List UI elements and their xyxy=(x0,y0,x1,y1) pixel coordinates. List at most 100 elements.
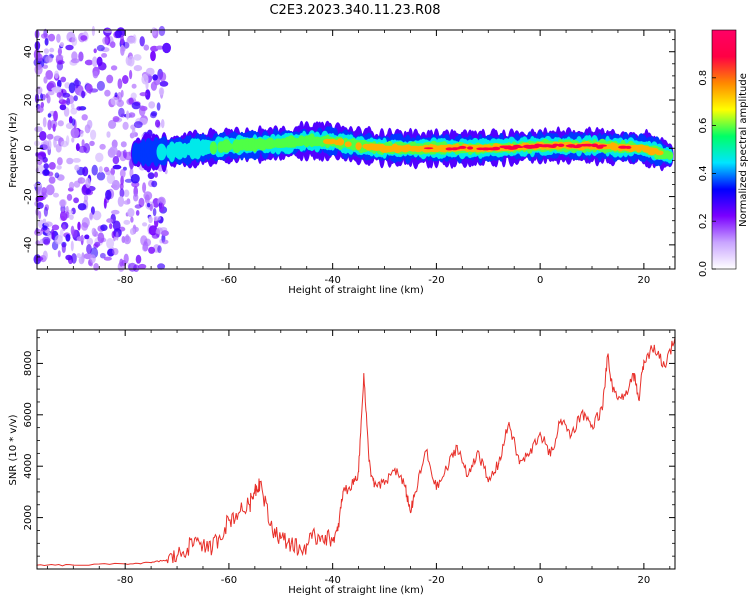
noise-speck xyxy=(135,210,140,216)
snr-x-label: Height of straight line (km) xyxy=(288,585,424,596)
noise-speck xyxy=(74,78,79,89)
snr-point xyxy=(363,373,365,375)
snr-point xyxy=(368,460,370,462)
snr-point xyxy=(358,470,360,472)
noise-speck xyxy=(52,123,56,132)
noise-speck xyxy=(45,184,55,196)
noise-speck xyxy=(85,188,92,195)
noise-speck xyxy=(119,258,124,267)
noise-speck xyxy=(77,221,81,231)
noise-speck xyxy=(89,254,96,264)
noise-speck xyxy=(106,74,114,84)
snr-point xyxy=(477,450,479,452)
noise-speck xyxy=(133,65,143,72)
noise-speck xyxy=(71,36,78,46)
noise-speck xyxy=(83,194,89,203)
noise-speck xyxy=(150,112,157,119)
noise-speck xyxy=(68,181,75,190)
noise-speck xyxy=(112,164,122,170)
x-tick-label: 0 xyxy=(537,575,543,586)
noise-speck xyxy=(65,44,74,51)
noise-speck xyxy=(107,148,116,158)
ridge-cell xyxy=(491,146,501,151)
noise-speck xyxy=(112,248,119,256)
ridge-cell xyxy=(467,146,474,150)
noise-speck xyxy=(148,101,156,109)
x-tick-label: -20 xyxy=(428,275,444,286)
snr-point xyxy=(435,488,437,490)
noise-speck xyxy=(135,254,142,264)
x-tick-label: 0 xyxy=(537,275,543,286)
noise-speck xyxy=(123,219,131,225)
noise-speck xyxy=(36,53,43,62)
snr-point xyxy=(446,468,448,470)
snr-point xyxy=(72,564,74,566)
noise-speck xyxy=(65,234,71,242)
noise-speck xyxy=(55,54,64,60)
noise-speck xyxy=(61,92,71,98)
noise-speck xyxy=(130,173,140,184)
snr-point xyxy=(487,481,489,483)
colorbar-tick-label: 0.0 xyxy=(698,261,709,277)
noise-speck xyxy=(57,79,62,88)
snr-point xyxy=(518,463,521,465)
noise-speck xyxy=(138,263,147,270)
noise-speck xyxy=(157,245,162,254)
noise-speck xyxy=(142,182,147,194)
spectrogram-x-ticks: -80 -60 -40 -20 0 20 xyxy=(46,30,671,286)
noise-speck xyxy=(85,177,91,189)
y-tick-label: 40 xyxy=(23,45,34,58)
noise-speck xyxy=(133,193,139,202)
noise-speck xyxy=(120,34,124,45)
colorbar-ticks: 0.0 0.2 0.4 0.6 0.8 xyxy=(698,70,716,277)
ridge-cell xyxy=(258,138,268,151)
ridge-cell xyxy=(423,147,434,150)
noise-speck xyxy=(129,228,136,235)
snr-point xyxy=(186,547,188,550)
noise-speck xyxy=(41,93,46,101)
noise-speck xyxy=(130,216,134,223)
noise-speck xyxy=(120,89,124,98)
noise-speck xyxy=(62,224,66,232)
noise-speck xyxy=(57,60,65,65)
noise-speck xyxy=(126,110,130,120)
snr-point xyxy=(311,537,313,539)
snr-point xyxy=(290,542,292,544)
noise-speck xyxy=(105,189,112,200)
snr-point xyxy=(570,434,572,436)
noise-speck xyxy=(120,141,127,148)
noise-speck xyxy=(81,178,86,183)
noise-speck xyxy=(93,48,97,54)
noise-speck xyxy=(66,157,74,165)
noise-speck xyxy=(162,42,172,54)
noise-speck xyxy=(146,202,151,208)
noise-speck xyxy=(148,246,156,254)
ridge-cell xyxy=(552,143,559,147)
noise-speck xyxy=(114,92,118,98)
noise-speck xyxy=(70,107,78,115)
noise-speck xyxy=(106,218,113,223)
noise-speck xyxy=(71,229,78,238)
noise-speck xyxy=(90,206,95,215)
noise-speck xyxy=(161,239,169,245)
noise-speck xyxy=(147,172,155,180)
noise-speck xyxy=(59,104,67,111)
noise-speck xyxy=(90,129,97,140)
noise-speck xyxy=(103,166,110,173)
noise-speck xyxy=(151,180,158,188)
spectrogram-ridge xyxy=(130,120,674,173)
ridge-cell xyxy=(458,145,467,149)
noise-speck xyxy=(38,210,42,220)
noise-speck xyxy=(56,165,62,170)
noise-speck xyxy=(128,112,136,118)
noise-speck xyxy=(53,110,58,122)
y-tick-label: 0 xyxy=(23,145,34,151)
noise-speck xyxy=(41,187,47,196)
noise-speck xyxy=(39,131,47,141)
noise-speck xyxy=(149,203,153,212)
noise-speck xyxy=(155,119,161,128)
spectrogram-panel: -80 -60 -40 -20 0 20 -40 -20 0 20 40 Height of st… xyxy=(8,25,676,296)
snr-point xyxy=(643,360,645,362)
colorbar-label: Normalized spectral amplitude xyxy=(738,73,749,227)
